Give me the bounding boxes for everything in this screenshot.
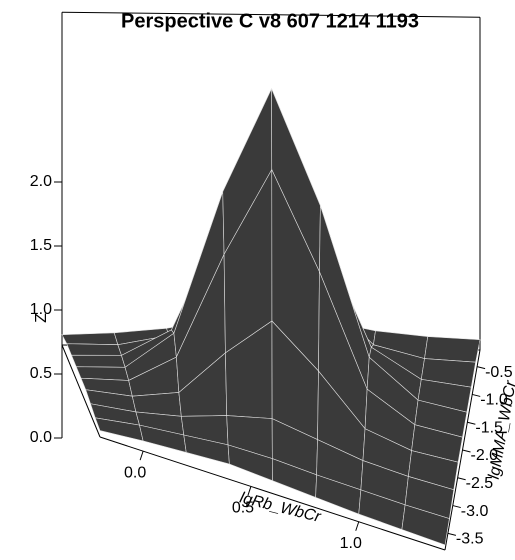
x-tick-label: 1.0: [340, 535, 362, 552]
z-tick-label: 2.0: [30, 173, 52, 190]
z-tick-label: 0.0: [30, 429, 52, 446]
surface-facet: [66, 343, 122, 356]
y-tick: [472, 393, 481, 397]
y-tick: [467, 421, 476, 425]
y-tick: [447, 532, 457, 536]
y-tick: [452, 505, 461, 509]
x-tick-label: 0.5: [232, 500, 254, 517]
x-axis: [99, 436, 446, 551]
surface-facet: [71, 354, 126, 368]
z-axis-title: Z: [33, 313, 50, 323]
x-tick: [355, 521, 360, 531]
surface-facet: [424, 336, 481, 363]
y-tick: [462, 449, 471, 453]
y-tick-label: -1.0: [480, 392, 508, 409]
y-tick: [476, 366, 486, 370]
surface-facet: [61, 332, 119, 346]
z-tick-label: 1.5: [30, 237, 52, 254]
y-tick-label: -2.0: [471, 447, 499, 464]
y-tick-label: -0.5: [485, 364, 513, 381]
y-tick: [457, 477, 466, 481]
y-tick-label: -3.5: [456, 531, 484, 548]
x-tick: [139, 450, 144, 461]
y-tick-label: -3.0: [461, 503, 489, 520]
z-tick-label: 1.0: [30, 301, 52, 318]
y-tick-label: -2.5: [466, 475, 494, 492]
z-tick-label: 0.5: [30, 365, 52, 382]
surface-facet: [401, 504, 450, 546]
y-tick-label: -1.5: [475, 419, 503, 436]
x-tick: [247, 486, 252, 496]
box-edge: [61, 344, 101, 438]
x-tick-label: 0.0: [124, 464, 146, 481]
box-edge: [61, 11, 481, 18]
